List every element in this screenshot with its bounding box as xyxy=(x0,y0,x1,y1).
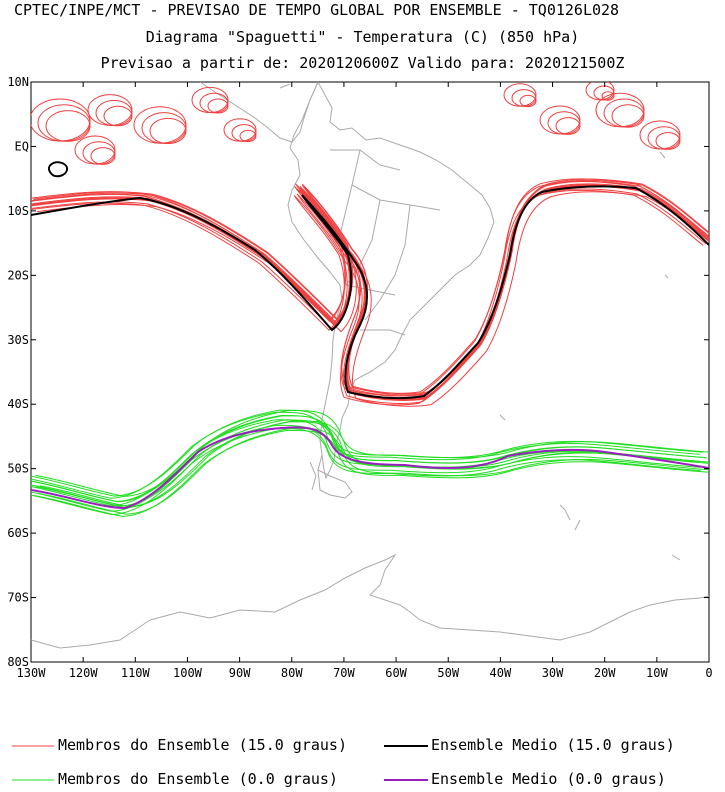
warm-member-cell xyxy=(45,110,91,142)
lon-tick-label: 50W xyxy=(437,666,459,680)
title-line-3: Previsao a partir de: 2020120600Z Valido… xyxy=(100,54,625,72)
cold-member xyxy=(36,421,709,509)
title-line-2: Diagrama "Spaguetti" - Temperatura (C) (… xyxy=(145,28,580,46)
lon-tick-label: 0 xyxy=(705,666,712,680)
legend-item-warm-members: Membros do Ensemble (15.0 graus) xyxy=(58,736,347,754)
lon-tick-label: 40W xyxy=(490,666,512,680)
lon-tick-label: 80W xyxy=(281,666,303,680)
cold-member xyxy=(35,409,709,497)
cold-member xyxy=(31,419,701,507)
lon-tick-label: 70W xyxy=(333,666,355,680)
lon-tick-label: 20W xyxy=(594,666,616,680)
warm-member-cell xyxy=(555,117,581,135)
lat-tick-label: 70S xyxy=(7,591,29,605)
lat-tick-label: 40S xyxy=(7,397,29,411)
lat-tick-label: 30S xyxy=(7,333,29,347)
cold-member-contours xyxy=(31,409,709,517)
cold-member xyxy=(31,424,701,512)
cold-member xyxy=(31,411,700,499)
cold-member xyxy=(39,420,709,508)
tierra-del-fuego-coast xyxy=(309,454,353,499)
lat-tick-label: 50S xyxy=(7,462,29,476)
legend-item-cold-mean: Ensemble Medio (0.0 graus) xyxy=(431,770,666,788)
warm-member-cell xyxy=(207,98,229,114)
warm-member xyxy=(31,180,709,397)
lon-tick-label: 30W xyxy=(542,666,564,680)
latitude-axis: 10N EQ 10S 20S 30S 40S 50S 60S 70S 80S xyxy=(7,75,709,669)
cold-mean-contour xyxy=(31,426,709,510)
lon-tick-label: 130W xyxy=(17,666,47,680)
lat-tick-label: 20S xyxy=(7,268,29,282)
lon-tick-label: 110W xyxy=(121,666,151,680)
lon-tick-label: 100W xyxy=(173,666,203,680)
warm-mean-island-contour xyxy=(48,161,68,178)
south-america-coast xyxy=(287,82,495,480)
lat-tick-label: EQ xyxy=(15,139,29,153)
title-line-1: CPTEC/INPE/MCT - PREVISAO DE TEMPO GLOBA… xyxy=(14,1,620,19)
warm-member-cell xyxy=(149,117,187,145)
warm-member-cell xyxy=(611,104,645,128)
warm-member-cell xyxy=(655,132,681,150)
lat-tick-label: 80S xyxy=(7,655,29,669)
warm-mean-contour xyxy=(31,185,709,400)
lat-tick-label: 10S xyxy=(7,204,29,218)
warm-member-cell xyxy=(103,105,133,127)
warm-member-cell xyxy=(239,129,257,143)
warm-member-cell xyxy=(519,94,537,108)
lon-tick-label: 10W xyxy=(646,666,668,680)
warm-member-cell xyxy=(90,147,116,165)
warm-member-cell xyxy=(593,85,615,101)
country-borders xyxy=(330,149,441,336)
legend-item-warm-mean: Ensemble Medio (15.0 graus) xyxy=(431,736,675,754)
lon-tick-label: 90W xyxy=(229,666,251,680)
cold-member xyxy=(31,414,706,503)
legend-item-cold-members: Membros do Ensemble (0.0 graus) xyxy=(58,770,338,788)
warm-member-cell xyxy=(601,91,615,101)
lat-tick-label: 60S xyxy=(7,526,29,540)
lat-tick-label: 10N xyxy=(7,75,29,89)
longitude-axis: 130W 120W 110W 100W 90W 80W 70W 60W 50W 40W 30W 20W… xyxy=(17,82,713,680)
lon-tick-label: 60W xyxy=(385,666,407,680)
warm-member xyxy=(31,178,705,394)
antarctica-coast xyxy=(31,553,709,649)
lon-tick-label: 120W xyxy=(69,666,99,680)
